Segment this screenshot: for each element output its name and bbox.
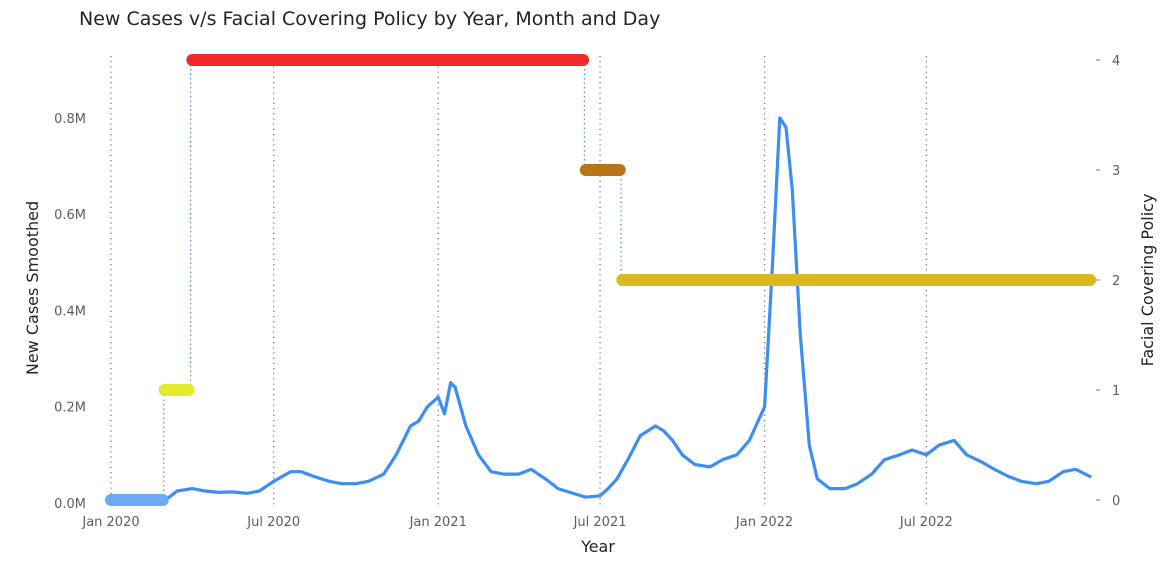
segment-layer xyxy=(105,54,1096,506)
x-tick-label: Jul 2020 xyxy=(246,515,300,530)
x-tick-label: Jul 2021 xyxy=(573,515,627,530)
y2-axis-ticks: 0 1 2 3 4 xyxy=(1096,54,1120,509)
y-axis-ticks: 0.0M 0.2M 0.4M 0.6M 0.8M xyxy=(54,112,86,512)
y-tick-label: 0.2M xyxy=(54,401,86,416)
x-tick-label: Jan 2020 xyxy=(81,515,139,530)
y-tick-label: 0.6M xyxy=(54,208,86,223)
y2-axis-title: Facial Covering Policy xyxy=(1138,194,1157,367)
y-tick-label: 0.4M xyxy=(54,304,86,319)
y-tick-label: 0.8M xyxy=(54,112,86,127)
y2-tick-label: 1 xyxy=(1112,384,1120,399)
line-layer xyxy=(109,116,1092,504)
y2-tick-label: 0 xyxy=(1112,494,1120,509)
x-tick-label: Jul 2022 xyxy=(899,515,953,530)
y-axis-title: New Cases Smoothed xyxy=(23,201,42,375)
cases-series-line xyxy=(109,116,1092,504)
y-tick-label: 0.0M xyxy=(54,497,86,512)
x-tick-label: Jan 2021 xyxy=(409,515,467,530)
chart-title: New Cases v/s Facial Covering Policy by … xyxy=(79,8,661,30)
connector-layer xyxy=(163,60,622,500)
y2-tick-label: 4 xyxy=(1112,54,1120,69)
x-tick-label: Jan 2022 xyxy=(735,515,793,530)
y2-tick-label: 3 xyxy=(1112,164,1120,179)
x-axis-ticks: Jan 2020 Jul 2020 Jan 2021 Jul 2021 Jan 2022… xyxy=(81,515,952,530)
y2-tick-label: 2 xyxy=(1112,274,1120,289)
x-axis-title: Year xyxy=(580,537,615,556)
